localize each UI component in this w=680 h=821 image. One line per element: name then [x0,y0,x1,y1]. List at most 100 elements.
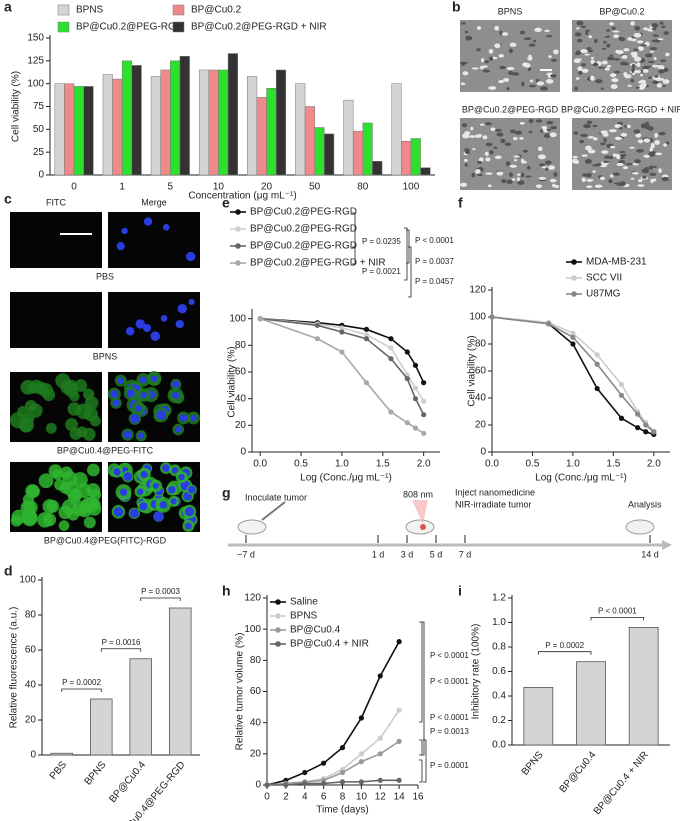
cell [496,132,504,137]
cell [644,167,650,170]
cell [633,129,641,134]
x-tick-label: PBS [48,759,70,782]
p-value: P < 0.0001 [430,677,469,686]
bar [420,167,431,176]
cell [616,50,624,55]
data-point [618,392,625,398]
cell [513,159,517,162]
y-tick-label: 100 [229,313,246,324]
cell [590,59,595,65]
cell [659,21,664,25]
data-point [421,412,427,418]
cell [603,40,607,44]
cell [629,146,635,149]
cell [552,183,556,188]
data-point [388,409,394,415]
fluor-image [10,292,102,348]
legend-marker [235,226,241,232]
data-point [570,334,576,340]
data-point [363,332,370,338]
nucleus [116,242,125,251]
bar [391,83,402,176]
cell [522,149,529,153]
cell [653,56,657,61]
cell [603,137,607,143]
data-point [358,779,364,785]
y-tick-label: 80 [250,655,262,666]
cell [644,125,652,130]
cell [487,184,492,188]
data-point [339,329,345,335]
cell [609,73,617,78]
bracket [408,246,412,298]
cell [581,68,589,73]
green-signal [83,516,96,529]
cell [550,58,558,62]
p-value: P = 0.0235 [362,237,401,246]
cell [519,121,525,125]
bar [628,627,659,746]
panel-letter: h [222,583,231,599]
legend-marker [571,259,577,265]
bracket [404,227,408,281]
cell [585,145,592,151]
row-label: BP@Cu0.4@PEG(FITC)-RGD [44,535,167,545]
bracket [421,621,425,756]
x-axis-label: Concentration (μg mL⁻¹) [188,191,296,202]
cell [641,168,650,174]
cell [528,84,536,88]
cell [630,79,635,83]
cell [631,63,636,69]
cell [652,178,657,182]
nucleus [188,298,195,305]
x-tick-label: 0.5 [526,459,540,470]
cell [548,55,552,58]
row-label: BPNS [93,351,118,361]
p-value: P = 0.0021 [362,267,401,276]
cell [661,176,669,182]
y-axis-label: Inhibitory rate (100%) [471,624,482,720]
panel-letter: f [458,195,463,211]
cell [527,56,533,61]
cell [464,131,471,136]
nucleus [137,432,145,439]
y-tick-label: 20 [250,748,262,759]
bar [295,83,306,176]
cell [508,48,513,54]
legend-label: BP@Cu0.2@PEG-RGD [250,241,357,252]
cell [586,185,593,189]
y-tick-label: 120 [244,593,261,604]
cell [484,151,489,156]
cell [584,53,590,56]
cell [624,74,632,79]
green-signal [78,501,91,514]
legend-swatch [172,21,185,33]
x-tick-label: BP@Cu0.4 [558,749,599,795]
cell [651,23,659,28]
cell [528,130,533,134]
nucleus [156,410,167,420]
cell [472,148,476,151]
cell [657,65,665,70]
y-tick-label: 100 [244,624,261,635]
data-point [302,769,308,776]
cell [657,77,665,81]
micrograph [460,20,560,92]
nucleus [123,430,132,439]
cell [538,176,547,180]
bracket [537,651,592,655]
cell [622,166,629,170]
data-point [358,715,364,721]
cell [586,47,592,50]
cell [462,123,467,128]
y-tick-label: 40 [475,393,487,404]
bar [168,607,192,756]
cell [637,35,641,38]
cell [527,67,532,72]
cell [537,146,543,151]
cell [649,165,658,168]
data-point [412,396,419,402]
cell [479,123,485,126]
nucleus [135,405,142,412]
